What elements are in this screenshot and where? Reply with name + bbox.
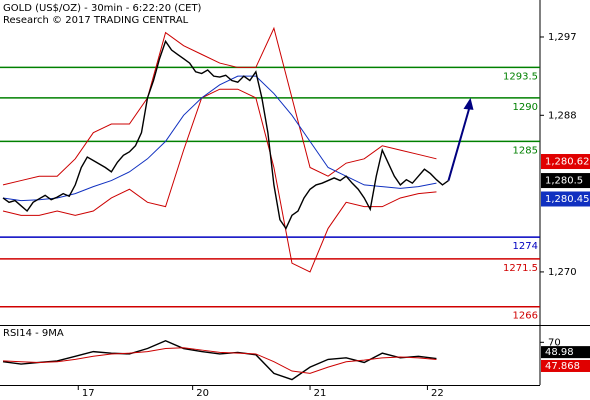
series-line bbox=[2, 75, 437, 202]
x-tick-label: 17 bbox=[82, 388, 95, 399]
price-tag-label: 1,280.45 bbox=[545, 194, 590, 205]
x-tick-label: 20 bbox=[196, 388, 209, 399]
y-tick-label: 70 bbox=[548, 337, 561, 348]
price-tag bbox=[541, 154, 590, 170]
series-line bbox=[2, 39, 449, 230]
x-tick-label: 22 bbox=[431, 388, 444, 399]
price-tag-label: 1,280.62 bbox=[545, 157, 590, 168]
price-tag-label: 1,280.5 bbox=[545, 176, 583, 187]
series-line bbox=[2, 347, 437, 374]
level-label: 1274 bbox=[513, 241, 538, 252]
level-label: 1285 bbox=[513, 145, 538, 156]
level-label: 1271.5 bbox=[503, 263, 538, 274]
price-tag bbox=[541, 191, 590, 207]
panel-title: RSI14 - 9MA bbox=[3, 328, 64, 339]
series-line bbox=[2, 88, 437, 273]
y-tick-label: 1,270 bbox=[548, 267, 577, 278]
level-label: 1290 bbox=[513, 102, 538, 113]
y-tick-label: 1,288 bbox=[548, 110, 577, 121]
price-tag bbox=[541, 173, 590, 189]
price-tag-label: 48.98 bbox=[545, 347, 574, 358]
target-arrowhead bbox=[463, 97, 474, 110]
level-label: 1293.5 bbox=[503, 71, 538, 82]
chart-subtitle: Research © 2017 TRADING CENTRAL bbox=[3, 15, 189, 26]
chart-title: GOLD (US$/OZ) - 30min - 6:22:20 (CET) bbox=[3, 3, 202, 14]
y-tick-label: 1,297 bbox=[548, 32, 577, 43]
level-label: 1266 bbox=[513, 311, 538, 322]
price-tag bbox=[541, 346, 590, 359]
series-line bbox=[2, 26, 437, 186]
series-line bbox=[2, 339, 437, 381]
price-tag-label: 47.868 bbox=[545, 361, 580, 372]
x-tick-label: 21 bbox=[314, 388, 327, 399]
price-tag bbox=[541, 359, 590, 372]
target-arrow bbox=[447, 103, 472, 181]
